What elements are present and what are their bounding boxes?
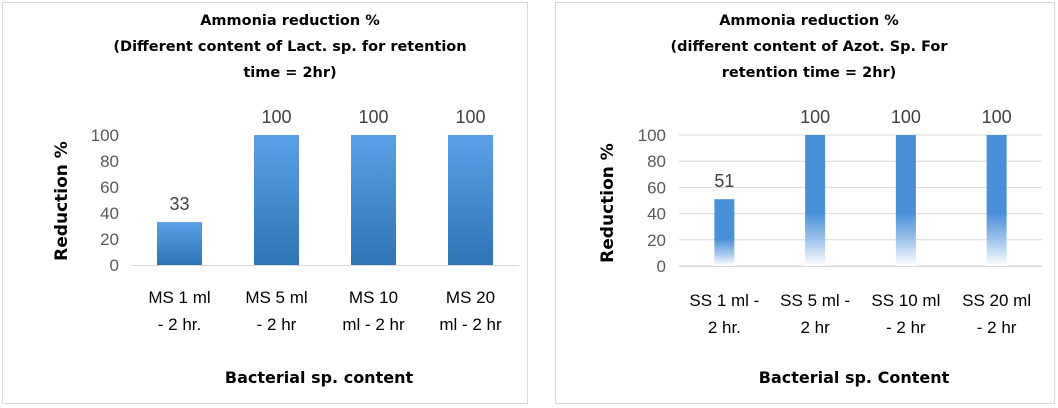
azot-chart: Ammonia reduction % (different content of… (598, 13, 1042, 387)
data-label: 100 (358, 107, 388, 127)
x-category-label: MS 5 ml (245, 288, 307, 307)
data-label: 100 (800, 107, 830, 127)
x-category-label: SS 20 ml (962, 291, 1031, 310)
x-category-label: SS 10 ml (871, 291, 940, 310)
bar (254, 135, 299, 265)
bar (448, 135, 493, 265)
x-category-label: SS 1 ml - (689, 291, 759, 310)
y-tick-label: 40 (647, 205, 666, 224)
y-tick-label: 60 (100, 178, 119, 197)
chart-title-line: time = 2hr) (243, 65, 336, 81)
x-category-label: MS 1 ml (148, 288, 210, 307)
data-label: 33 (169, 194, 189, 214)
chart-title-line: (different content of Azot. Sp. For (670, 39, 948, 55)
chart-panel-right: Ammonia reduction % (different content of… (555, 2, 1055, 404)
x-category-label: ml - 2 hr (439, 315, 502, 334)
data-label: 100 (261, 107, 291, 127)
y-tick-label: 20 (647, 231, 666, 250)
bar (714, 199, 735, 266)
x-category-label: - 2 hr (257, 315, 297, 334)
chart-panel-left: Ammonia reduction % (Different content of… (2, 2, 528, 404)
y-tick-label: 40 (100, 204, 119, 223)
x-category-label: SS 5 ml - (780, 291, 850, 310)
x-category-label: MS 10 (349, 288, 398, 307)
chart-title-line: retention time = 2hr) (722, 65, 897, 81)
y-axis-label: Reduction % (598, 143, 618, 263)
lact-chart: Ammonia reduction % (Different content of… (52, 13, 519, 387)
x-axis-label: Bacterial sp. Content (759, 368, 950, 387)
y-tick-label: 0 (657, 257, 666, 276)
y-tick-label: 80 (647, 152, 666, 171)
y-tick-label: 0 (110, 256, 119, 275)
x-category-label: MS 20 (446, 288, 495, 307)
x-axis-label: Bacterial sp. content (225, 368, 414, 387)
y-axis-label: Reduction % (52, 141, 72, 261)
y-tick-label: 100 (91, 126, 119, 145)
data-label: 51 (714, 171, 734, 191)
y-tick-label: 60 (647, 178, 666, 197)
x-category-label: - 2 hr. (158, 315, 201, 334)
bar (157, 222, 202, 265)
data-label: 100 (891, 107, 921, 127)
x-category-label: 2 hr (800, 318, 830, 337)
bar (986, 135, 1007, 266)
x-category-label: 2 hr. (708, 318, 741, 337)
data-label: 100 (455, 107, 485, 127)
x-category-label: ml - 2 hr (342, 315, 405, 334)
data-label: 100 (982, 107, 1012, 127)
x-category-label: - 2 hr (886, 318, 926, 337)
chart-title-line: Ammonia reduction % (719, 13, 899, 29)
x-category-label: - 2 hr (977, 318, 1017, 337)
y-tick-label: 20 (100, 230, 119, 249)
y-tick-label: 80 (100, 152, 119, 171)
chart-title-line: Ammonia reduction % (200, 13, 380, 29)
bar (351, 135, 396, 265)
bar (805, 135, 826, 266)
bar (895, 135, 916, 266)
chart-title-line: (Different content of Lact. sp. for rete… (113, 39, 466, 55)
y-tick-label: 100 (638, 126, 666, 145)
